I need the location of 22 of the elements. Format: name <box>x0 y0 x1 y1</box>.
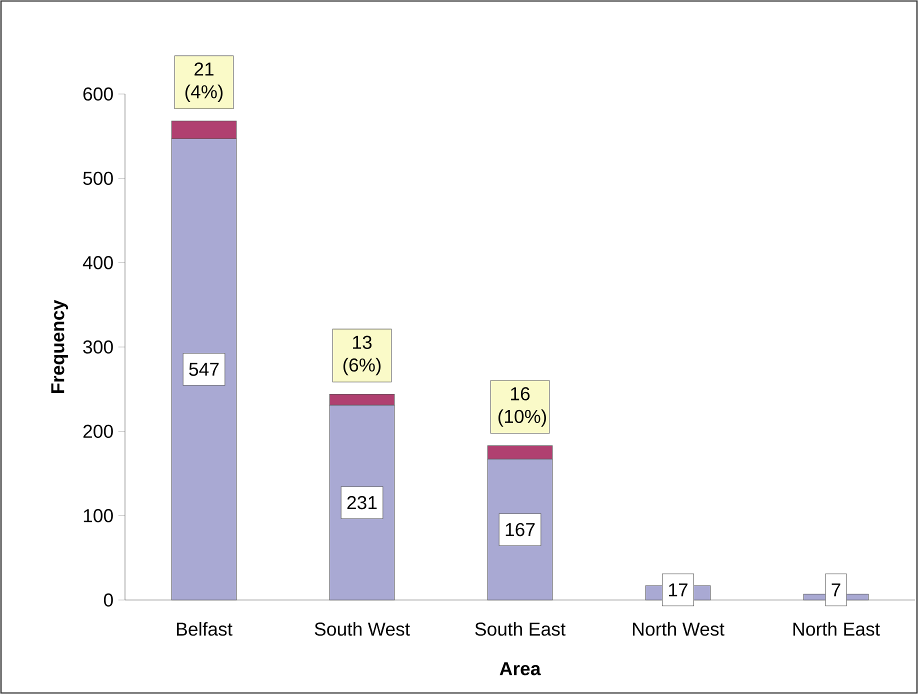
y-tick-label: 600 <box>83 87 113 101</box>
x-axis-title: Area <box>500 662 541 676</box>
data-label: 7 <box>832 583 840 596</box>
data-label: 547 <box>189 362 219 376</box>
data-label: 16 (10%) <box>498 387 546 427</box>
y-tick-label: 200 <box>83 424 113 438</box>
y-tick-label: 0 <box>104 593 113 607</box>
x-tick-label: South East <box>475 622 566 636</box>
y-tick-label: 300 <box>83 340 113 354</box>
data-label: 167 <box>506 522 535 536</box>
x-tick-label: North East <box>793 622 880 636</box>
data-label: 17 <box>669 583 688 596</box>
data-label: 13 (6%) <box>343 336 381 376</box>
y-tick-label: 400 <box>82 256 113 270</box>
y-tick-label: 500 <box>83 172 113 185</box>
x-tick-label: South West <box>314 622 410 636</box>
data-label: 231 <box>347 496 377 510</box>
y-tick-label: 100 <box>84 509 113 522</box>
data-label: 21 (4%) <box>185 62 223 102</box>
x-tick-label: North West <box>633 622 724 636</box>
x-tick-label: Belfast <box>176 622 232 636</box>
y-axis-title: Frequency <box>51 300 68 393</box>
